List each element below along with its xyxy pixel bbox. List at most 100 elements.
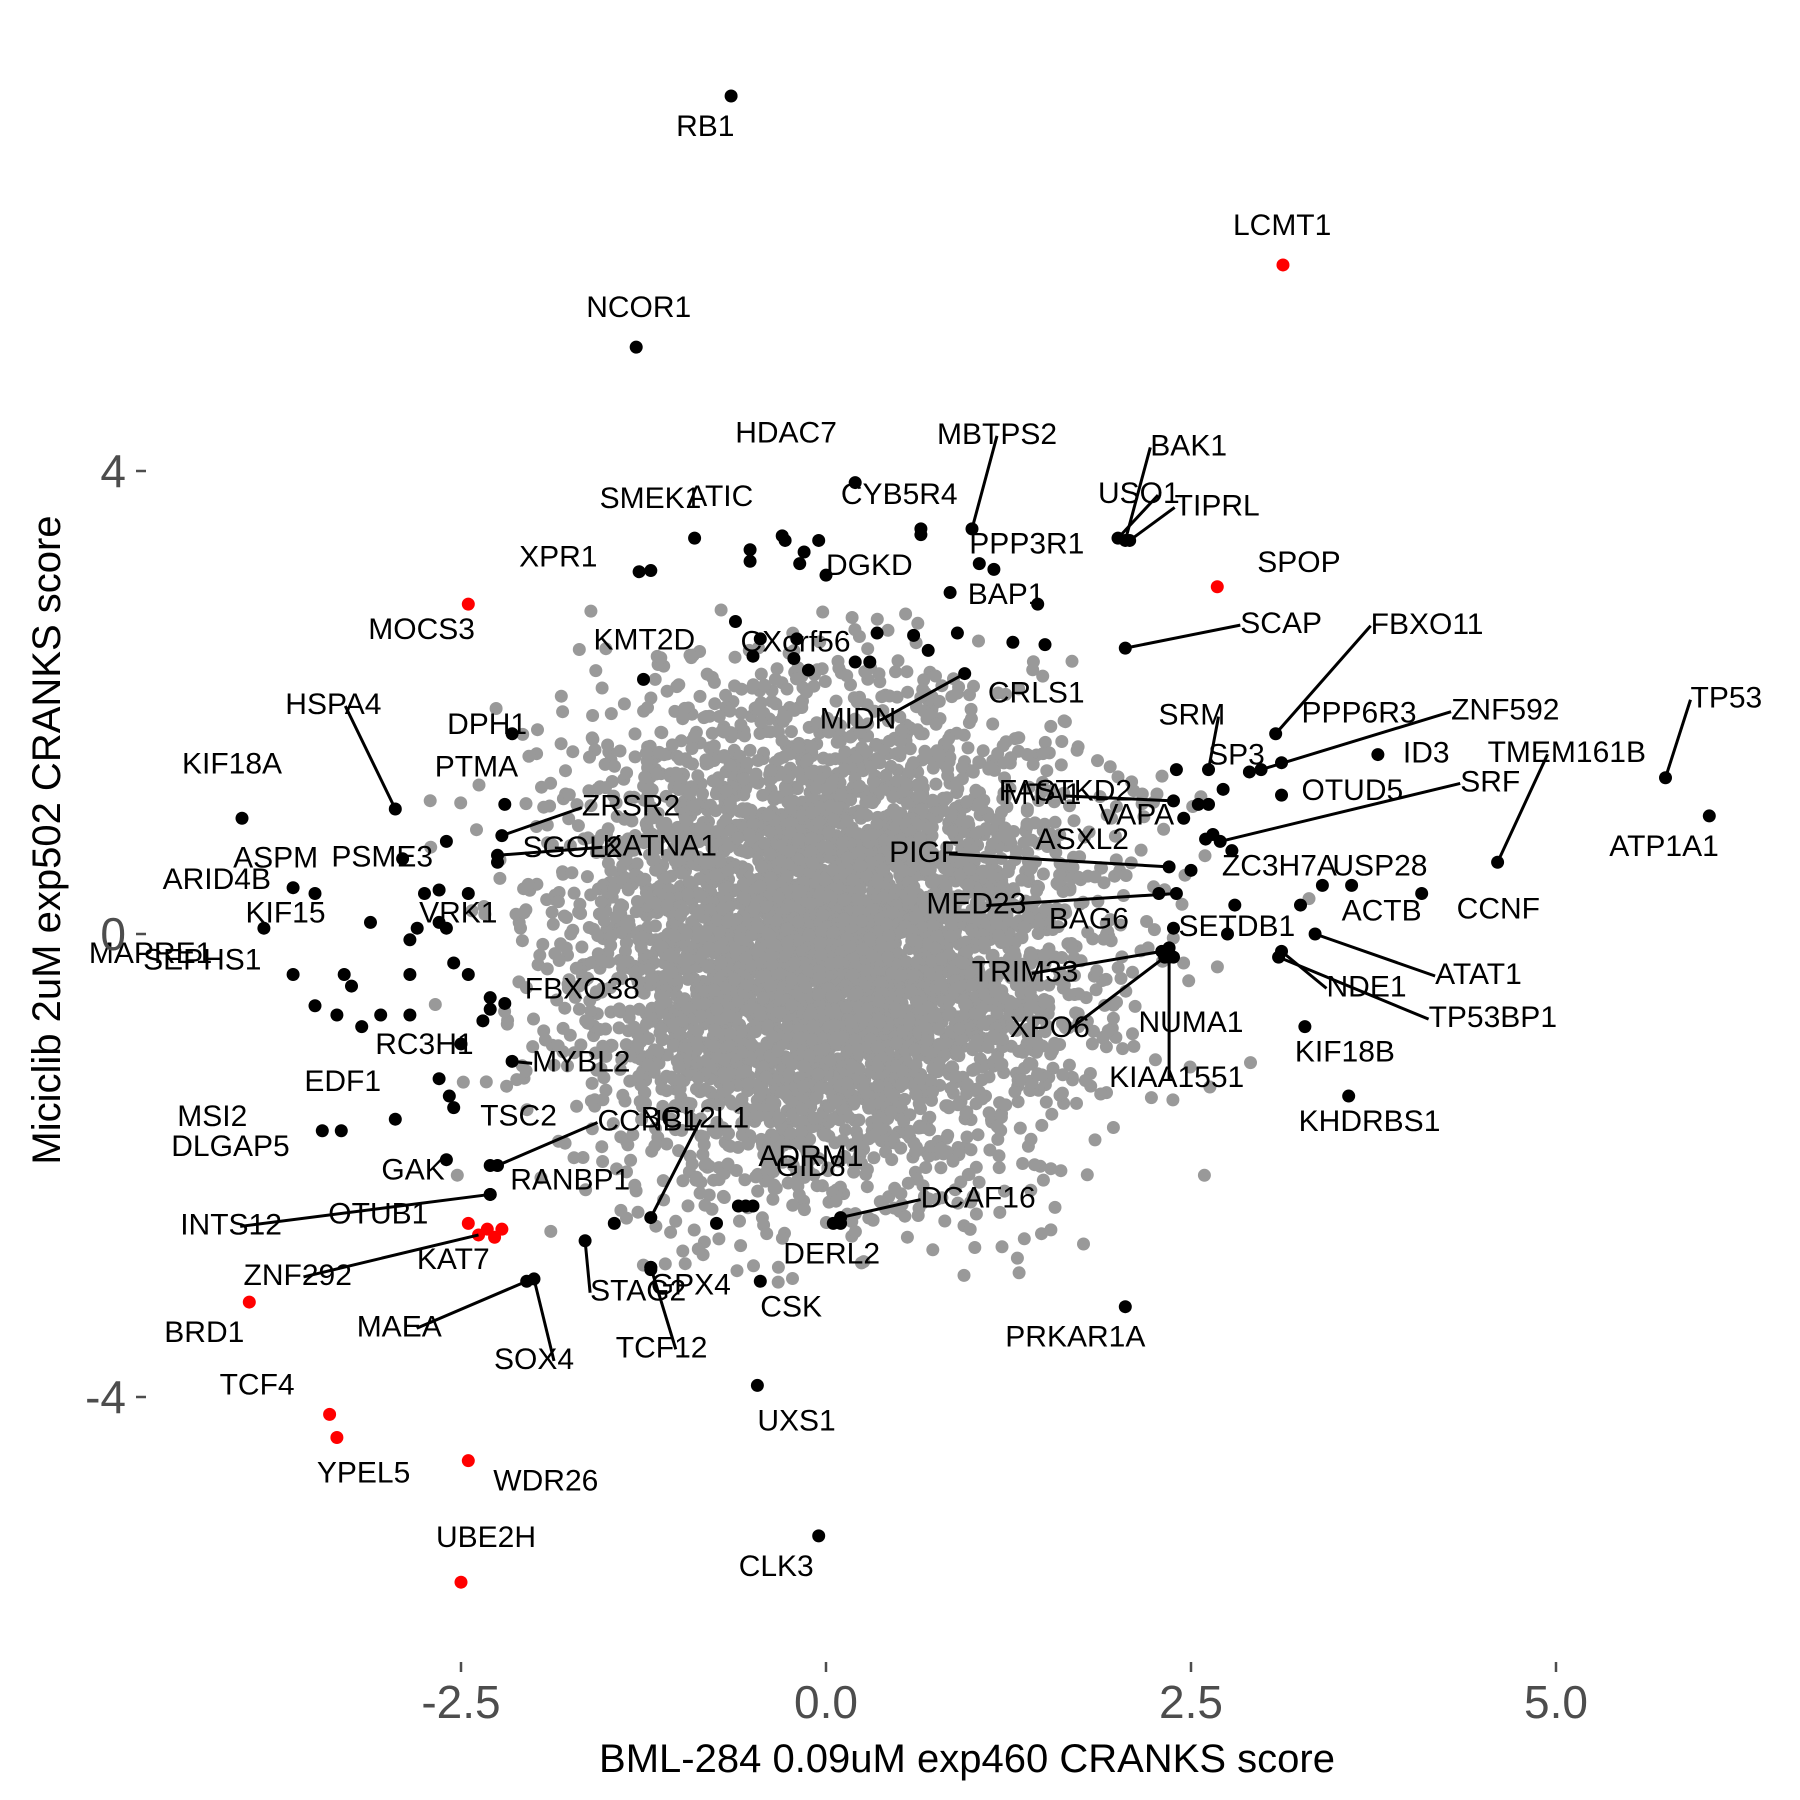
background-point bbox=[811, 1067, 825, 1081]
background-point bbox=[654, 1022, 668, 1036]
background-point bbox=[857, 1082, 871, 1096]
background-point bbox=[863, 931, 877, 945]
background-points bbox=[423, 603, 1316, 1289]
background-point bbox=[723, 1009, 737, 1023]
background-point bbox=[677, 903, 691, 917]
background-point bbox=[960, 1130, 974, 1144]
background-point bbox=[713, 924, 727, 938]
background-point bbox=[1088, 870, 1102, 884]
background-point bbox=[1109, 799, 1123, 813]
background-point bbox=[899, 607, 913, 621]
background-point bbox=[1054, 1164, 1068, 1178]
background-point bbox=[755, 970, 768, 984]
background-point bbox=[1028, 1158, 1042, 1172]
background-point bbox=[972, 798, 986, 811]
background-point bbox=[757, 836, 771, 850]
background-point bbox=[1012, 682, 1026, 696]
background-point bbox=[886, 790, 900, 804]
background-point bbox=[848, 988, 862, 1002]
background-point bbox=[562, 788, 576, 802]
background-point bbox=[500, 1017, 514, 1031]
background-point bbox=[764, 871, 778, 885]
background-point bbox=[608, 759, 621, 773]
background-point bbox=[998, 822, 1012, 836]
background-point bbox=[780, 922, 794, 936]
background-point bbox=[862, 795, 876, 809]
background-point bbox=[696, 787, 709, 801]
background-point bbox=[771, 1275, 785, 1289]
background-point bbox=[655, 1033, 669, 1047]
background-point bbox=[1022, 1056, 1036, 1070]
background-point bbox=[895, 1064, 909, 1078]
background-point bbox=[576, 1151, 590, 1164]
background-point bbox=[1105, 811, 1118, 825]
background-point bbox=[586, 732, 600, 746]
background-point bbox=[751, 1184, 765, 1198]
background-point bbox=[765, 1095, 779, 1109]
background-point bbox=[968, 1241, 982, 1254]
background-point bbox=[595, 681, 609, 695]
background-point bbox=[572, 643, 586, 656]
background-point bbox=[516, 727, 530, 741]
background-point bbox=[773, 1006, 787, 1020]
background-point bbox=[676, 1244, 690, 1258]
background-point bbox=[1066, 1073, 1079, 1087]
background-point bbox=[785, 973, 799, 987]
background-point bbox=[613, 744, 627, 758]
background-point bbox=[619, 1038, 633, 1052]
background-point bbox=[776, 709, 790, 723]
background-point bbox=[616, 1088, 630, 1102]
background-point bbox=[948, 1183, 962, 1197]
background-point bbox=[828, 1018, 841, 1032]
background-point bbox=[749, 1025, 762, 1039]
background-point bbox=[1044, 1047, 1058, 1061]
background-point bbox=[773, 752, 787, 766]
background-point bbox=[1088, 1133, 1102, 1147]
background-point bbox=[880, 917, 894, 931]
background-point bbox=[621, 882, 635, 896]
background-point bbox=[557, 909, 571, 923]
background-point bbox=[710, 1002, 724, 1016]
background-point bbox=[631, 975, 645, 989]
background-point bbox=[969, 1097, 983, 1111]
background-point bbox=[760, 1227, 774, 1241]
background-point bbox=[843, 940, 857, 954]
background-point bbox=[500, 1079, 514, 1093]
background-point bbox=[612, 1021, 626, 1035]
background-point bbox=[1053, 828, 1067, 842]
background-point bbox=[837, 763, 851, 776]
background-point bbox=[902, 1014, 916, 1028]
background-point bbox=[721, 1138, 735, 1152]
background-point bbox=[881, 950, 895, 964]
background-point bbox=[597, 914, 611, 928]
background-point bbox=[900, 1230, 914, 1244]
background-point bbox=[861, 642, 875, 656]
background-point bbox=[963, 862, 977, 876]
background-point bbox=[786, 1272, 799, 1285]
background-point bbox=[779, 1088, 793, 1102]
background-point bbox=[698, 1082, 712, 1096]
background-point bbox=[604, 707, 618, 721]
background-point bbox=[942, 732, 956, 746]
background-point bbox=[911, 616, 925, 630]
background-point bbox=[617, 697, 631, 711]
background-point bbox=[635, 873, 649, 887]
background-point bbox=[889, 809, 903, 822]
background-point bbox=[964, 712, 978, 726]
background-point bbox=[1054, 758, 1068, 772]
background-point bbox=[1157, 822, 1171, 836]
background-point bbox=[707, 983, 721, 997]
background-point bbox=[825, 989, 839, 1003]
background-point bbox=[826, 1112, 840, 1126]
background-point bbox=[911, 723, 925, 737]
background-point bbox=[1183, 1060, 1197, 1074]
background-point bbox=[1024, 1132, 1038, 1146]
background-point bbox=[681, 1199, 695, 1213]
background-point bbox=[814, 925, 828, 939]
background-point bbox=[515, 934, 529, 948]
background-point bbox=[517, 906, 531, 920]
background-point bbox=[693, 689, 707, 703]
background-point bbox=[731, 1140, 745, 1154]
background-point bbox=[1099, 916, 1113, 930]
background-point bbox=[1090, 964, 1104, 978]
